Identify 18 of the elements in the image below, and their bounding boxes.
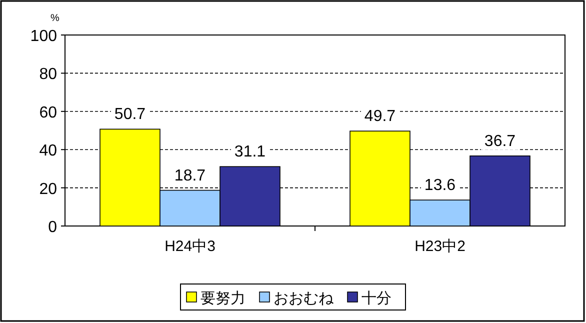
y-tick-label: 20 — [39, 180, 58, 198]
data-label: 31.1 — [234, 144, 266, 161]
legend-label: 要努力 — [200, 290, 246, 307]
data-label: 50.7 — [114, 106, 146, 124]
data-label: 49.7 — [364, 108, 396, 126]
legend-label: 十分 — [362, 290, 392, 307]
x-tick-label: H24中3 — [164, 238, 216, 255]
y-tick-label: 60 — [39, 104, 58, 122]
y-axis-title: % — [50, 13, 60, 24]
data-label: 18.7 — [174, 167, 206, 184]
y-tick-label: 0 — [48, 219, 58, 236]
y-tick-label: 40 — [39, 142, 58, 160]
x-tick-label: H23中2 — [414, 238, 466, 255]
data-label: 13.6 — [424, 177, 456, 194]
y-tick-label: 100 — [30, 28, 58, 45]
legend-label: おおむね — [274, 290, 334, 307]
y-tick-label: 80 — [39, 66, 58, 84]
data-label: 36.7 — [484, 132, 516, 150]
